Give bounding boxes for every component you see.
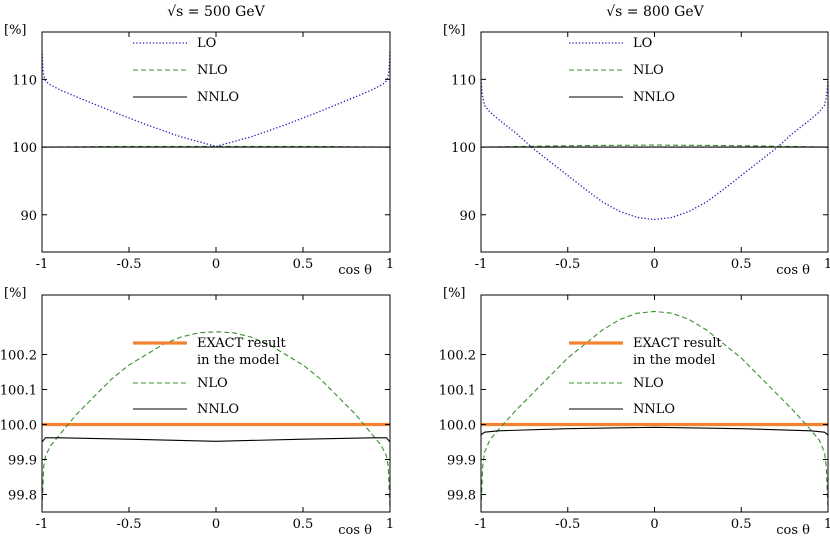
legend-label: NNLO [633,402,675,417]
y-unit-label: [%] [4,286,27,301]
x-tick-label: 1 [824,257,830,272]
y-tick-label: 110 [451,73,476,88]
x-tick-label: -0.5 [116,517,141,532]
x-tick-label: 0.5 [731,517,752,532]
legend-label: LO [633,36,652,51]
x-tick-label: 1 [386,257,394,272]
legend-label-continued: in the model [197,353,279,368]
x-tick-label: -1 [36,257,49,272]
chart-panel-top-800: [%] -1 -0.5 0 0.5 1 90 100 110 cos θ LO NLO NNLO [443,23,830,278]
legend: EXACT result in the model NLO NNLO [133,336,287,417]
y-tick-label: 100.1 [439,384,476,399]
legend-label: EXACT result [633,336,723,351]
x-tick-label: 1 [824,517,830,532]
y-tick-label: 99.8 [447,489,476,504]
x-tick-label: 0 [212,517,220,532]
series-group [481,79,828,221]
x-tick-label: -1 [475,517,488,532]
y-tick-label: 90 [20,209,37,224]
x-tick-label: -1 [36,517,49,532]
y-tick-label: 99.9 [8,454,37,469]
legend-label: NLO [633,63,664,78]
x-axis-label: cos θ [776,263,810,278]
column-title-2: √s = 800 GeV [606,4,704,20]
series-line-nlo [481,310,828,509]
series-line-nnlo [42,437,390,443]
y-tick-label: 100.2 [0,349,37,364]
legend-label: NLO [197,63,228,78]
series-group [481,310,828,509]
y-tick-label: 99.8 [8,489,37,504]
x-axis-label: cos θ [338,523,372,538]
x-tick-label: 0 [650,517,658,532]
x-tick-label: 0.5 [293,517,314,532]
chart-panel-bottom-800: [%] -1 -0.5 0 0.5 1 99.8 99.9 100.0 100.1 100.2 cos… [439,286,830,538]
series-group [42,331,390,509]
series-group [42,50,390,148]
x-tick-label: 0 [212,257,220,272]
series-line-nlo [42,331,390,509]
legend: EXACT result in the model NLO NNLO [569,336,723,417]
legend-label: EXACT result [197,336,287,351]
y-tick-label: 99.9 [447,454,476,469]
y-tick-label: 100 [12,141,37,156]
legend-label: NNLO [197,402,239,417]
legend: LO NLO NNLO [133,36,239,105]
y-unit-label: [%] [443,23,466,38]
x-axis-label: cos θ [338,263,372,278]
chart-panel-bottom-500: [%] -1 -0.5 0 0.5 1 99.8 99.9 100.0 100.1 100.2 cos… [0,286,394,538]
chart-panel-top-500: [%] -1 -0.5 0 0.5 1 90 100 110 cos θ LO NLO NNLO [4,23,394,278]
y-unit-label: [%] [4,23,27,38]
series-line-lo [481,79,828,221]
series-line-nnlo [481,426,828,436]
x-tick-label: -0.5 [116,257,141,272]
x-tick-label: -0.5 [555,257,580,272]
y-unit-label: [%] [443,286,466,301]
legend-label-continued: in the model [633,353,715,368]
legend-label: NNLO [633,90,675,105]
series-line-lo [42,50,390,148]
x-tick-label: -0.5 [555,517,580,532]
y-tick-label: 100 [451,141,476,156]
x-tick-label: 0.5 [293,257,314,272]
x-tick-label: 1 [386,517,394,532]
y-tick-label: 100.1 [0,384,37,399]
y-tick-label: 90 [459,209,476,224]
legend-label: NNLO [197,90,239,105]
y-tick-label: 100.0 [0,419,37,434]
x-axis-label: cos θ [776,523,810,538]
legend-label: NLO [633,376,664,391]
legend-label: NLO [197,376,228,391]
x-tick-label: 0.5 [731,257,752,272]
x-tick-label: 0 [650,257,658,272]
y-tick-label: 100.2 [439,349,476,364]
legend: LO NLO NNLO [569,36,675,105]
x-tick-label: -1 [475,257,488,272]
legend-label: LO [197,36,216,51]
series-line-nlo [481,144,828,148]
y-tick-label: 110 [12,73,37,88]
column-title-1: √s = 500 GeV [167,4,265,20]
y-tick-label: 100.0 [439,419,476,434]
